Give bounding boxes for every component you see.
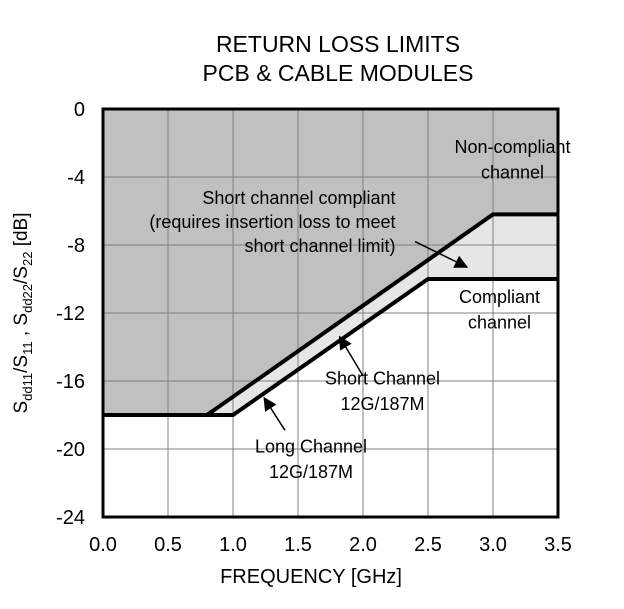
y-tick-label: -20 <box>56 439 85 461</box>
annotation-text: Short channel compliant <box>202 188 395 208</box>
x-tick-label: 2.0 <box>349 534 377 556</box>
annotation-text: 12G/187M <box>269 462 353 482</box>
x-axis-label: FREQUENCY [GHz] <box>220 566 402 588</box>
annotation-arrow <box>338 335 364 377</box>
annotation-arrow <box>414 240 469 268</box>
annotation-compliant: Compliant channel <box>459 287 540 333</box>
annotation-text: Long Channel <box>255 436 367 456</box>
annotation-text: Compliant <box>459 287 540 307</box>
y-axis-label-part: /S <box>11 355 32 373</box>
x-tick-label: 3.5 <box>544 534 572 556</box>
annotation-text: short channel limit) <box>244 236 395 256</box>
y-axis-ticks: 0 -4 -8 -12 -16 -20 -24 <box>56 99 85 529</box>
annotation-text: channel <box>468 312 531 332</box>
y-axis-label-subscript: dd11 <box>20 373 35 401</box>
y-tick-label: -24 <box>56 507 85 529</box>
y-axis-label-part: S <box>11 401 32 414</box>
annotation-text: Non-compliant <box>454 137 570 157</box>
y-axis-label-part: , S <box>11 313 32 342</box>
plot-frame <box>101 107 560 519</box>
y-axis-label: Sdd11/S11 , Sdd22/S22 [dB] <box>11 212 35 413</box>
annotation-longchannel: Long Channel 12G/187M <box>255 396 367 482</box>
annotation-text: Short Channel <box>325 368 440 388</box>
annotation-shortcompliant: Short channel compliant (requires inserti… <box>149 188 469 268</box>
chart-title-line-2: PCB & CABLE MODULES <box>203 60 474 86</box>
annotation-arrow <box>263 396 286 431</box>
y-axis-label-part: /S <box>11 266 32 284</box>
x-tick-label: 0.5 <box>154 534 182 556</box>
y-axis-label-subscript: 11 <box>20 341 35 355</box>
y-tick-label: -8 <box>67 235 85 257</box>
y-tick-label: -16 <box>56 371 85 393</box>
x-tick-label: 0.0 <box>89 534 117 556</box>
y-tick-label: -4 <box>67 167 85 189</box>
y-tick-label: 0 <box>74 99 85 121</box>
x-tick-label: 2.5 <box>414 534 442 556</box>
x-tick-label: 3.0 <box>479 534 507 556</box>
annotations: Non-compliant channel Short channel compli… <box>149 137 570 482</box>
annotation-shortchannel: Short Channel 12G/187M <box>325 335 440 414</box>
y-axis-label-subscript: dd22 <box>20 284 35 313</box>
grid-lines <box>103 109 558 517</box>
y-axis-label-part: [dB] <box>11 212 32 251</box>
annotation-text: channel <box>481 163 544 183</box>
annotation-text: (requires insertion loss to meet <box>149 212 395 232</box>
x-axis-ticks: 0.0 0.5 1.0 1.5 2.0 2.5 3.0 3.5 <box>89 534 572 556</box>
noncompliant-region <box>103 109 558 415</box>
annotation-text: 12G/187M <box>340 394 424 414</box>
annotation-noncompliant: Non-compliant channel <box>454 137 570 183</box>
y-axis-label-subscript: 22 <box>20 252 35 266</box>
x-tick-label: 1.5 <box>284 534 312 556</box>
y-tick-label: -12 <box>56 303 85 325</box>
short-channel-compliant-region <box>103 214 558 415</box>
plot-area <box>101 107 560 519</box>
chart-title-line-1: RETURN LOSS LIMITS <box>216 31 460 57</box>
x-tick-label: 1.0 <box>219 534 247 556</box>
long-channel-limit-line <box>103 277 558 417</box>
